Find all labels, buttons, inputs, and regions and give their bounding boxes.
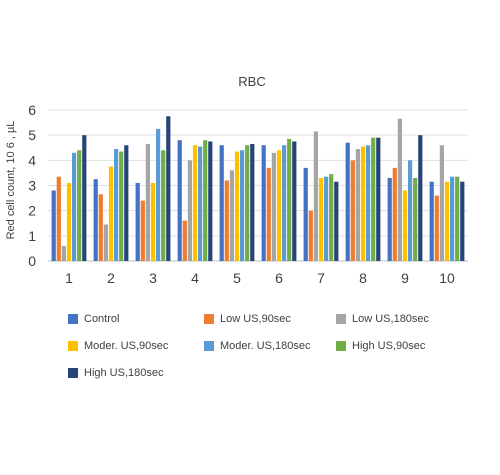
bar	[114, 149, 119, 261]
x-tick-label: 3	[149, 270, 157, 286]
bar	[271, 152, 276, 261]
bar	[93, 179, 98, 261]
bar	[450, 176, 455, 261]
bar	[124, 145, 129, 261]
bar	[308, 210, 313, 261]
bar	[150, 182, 156, 261]
bar	[229, 170, 234, 261]
y-tick-label: 4	[28, 152, 36, 168]
bar	[418, 135, 423, 261]
bar	[166, 116, 171, 261]
bar	[329, 174, 334, 261]
bar	[182, 220, 187, 261]
bar	[61, 245, 66, 261]
bar	[371, 137, 376, 261]
bar	[324, 176, 329, 261]
bar	[261, 145, 266, 261]
bar	[135, 182, 140, 261]
bar	[276, 150, 282, 261]
x-tick-label: 9	[401, 270, 409, 286]
bar	[313, 131, 318, 261]
bar	[355, 149, 360, 261]
bar	[82, 135, 87, 261]
bar	[234, 151, 240, 261]
bar	[376, 137, 381, 261]
y-tick-label: 2	[28, 203, 36, 219]
bar	[145, 143, 150, 261]
y-tick-label: 5	[28, 127, 36, 143]
bar	[287, 138, 292, 261]
bar	[387, 177, 392, 261]
bar	[434, 195, 439, 261]
x-tick-label: 2	[107, 270, 115, 286]
y-tick-label: 1	[28, 228, 36, 244]
bar	[245, 145, 250, 261]
bar	[240, 150, 245, 261]
bar	[51, 190, 56, 261]
bar	[350, 160, 355, 261]
x-tick-label: 8	[359, 270, 367, 286]
bar	[108, 166, 114, 262]
y-tick-label: 6	[28, 102, 36, 118]
bar	[77, 150, 82, 261]
bar	[439, 145, 444, 261]
bar	[408, 160, 413, 261]
bars	[51, 116, 465, 262]
bar	[250, 143, 255, 261]
bar	[103, 224, 108, 261]
bar	[413, 177, 418, 261]
bar	[140, 200, 145, 261]
bar	[360, 146, 366, 261]
bar	[392, 167, 397, 261]
chart-title: RBC	[238, 74, 265, 89]
bar	[219, 145, 224, 261]
bar	[156, 128, 161, 262]
x-tick-label: 1	[65, 270, 73, 286]
bar	[402, 190, 408, 261]
bar	[266, 167, 271, 261]
bar	[397, 118, 402, 261]
bar	[66, 182, 72, 261]
x-tick-label: 5	[233, 270, 241, 286]
bar	[98, 194, 103, 261]
bar	[72, 152, 77, 261]
bar	[366, 145, 371, 261]
bar	[187, 160, 192, 261]
bar	[282, 145, 287, 261]
bar	[444, 181, 450, 261]
y-tick-label: 0	[28, 253, 36, 269]
bar	[208, 141, 213, 261]
bar	[198, 146, 203, 261]
bar	[303, 167, 308, 261]
x-tick-label: 10	[439, 270, 455, 286]
bar	[334, 181, 339, 261]
y-tick-label: 3	[28, 178, 36, 194]
bar	[56, 176, 61, 261]
bar	[429, 181, 434, 261]
bar	[161, 150, 166, 261]
bar	[292, 141, 297, 261]
x-tick-label: 6	[275, 270, 283, 286]
bar	[318, 177, 324, 261]
axes: 0 1 2 3 4 5 6 1 2 3 4 5 6 7 8 9 10	[28, 102, 455, 286]
x-tick-label: 4	[191, 270, 199, 286]
bar	[224, 180, 229, 261]
bar	[192, 145, 198, 261]
bar	[345, 142, 350, 261]
bar	[455, 176, 460, 261]
bar	[203, 140, 208, 261]
bar	[119, 151, 124, 261]
bar	[460, 181, 465, 261]
y-axis-label: Red cell count, 10 6 , µL	[5, 121, 17, 240]
x-tick-label: 7	[317, 270, 325, 286]
bar	[177, 140, 182, 261]
